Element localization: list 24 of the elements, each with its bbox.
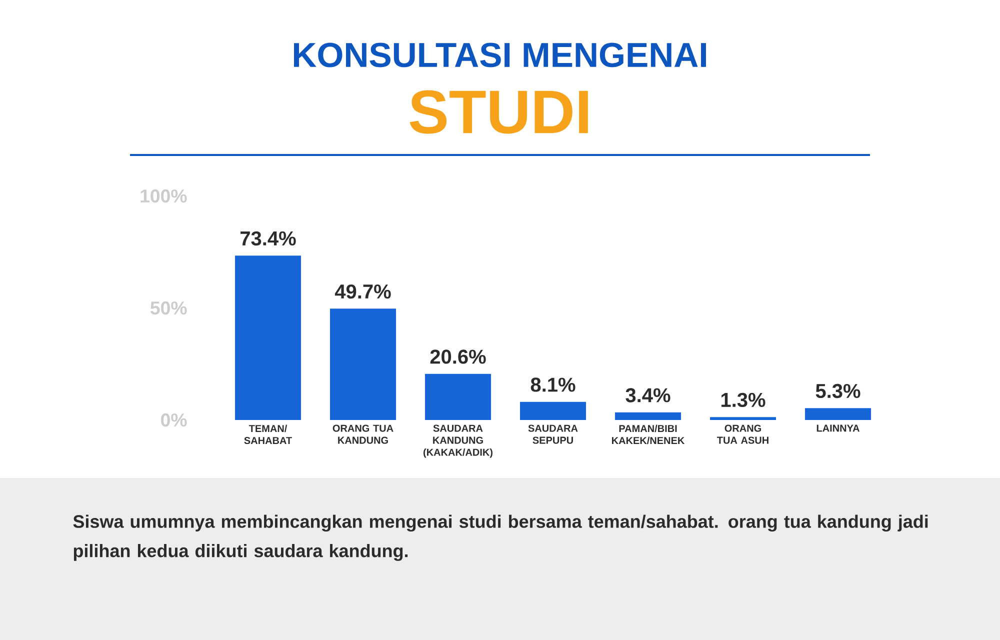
bar [330, 308, 396, 420]
x-tick-label: ORANG TUA KANDUNG [332, 424, 394, 444]
x-tick-label: ORANG TUA ASUH [716, 424, 768, 444]
bar [235, 256, 301, 420]
data-label: 8.1% [530, 378, 576, 392]
data-label: 5.3% [816, 384, 860, 398]
data-label: 3.4% [626, 388, 670, 402]
x-tick-label: PAMAN/BIBI KAKEK/NENEK [612, 424, 685, 444]
data-label: 1.3% [721, 392, 766, 408]
bar [710, 417, 776, 420]
bar [425, 374, 491, 420]
bar [520, 402, 586, 420]
bar [805, 408, 871, 420]
text: Siswa umumnya membincangkan mengenai studi bersama teman/sahabat. orang tua kandung jadi pilihan kedua diikuti saudara kandung. [73, 514, 928, 561]
chart-subtitle: STUDI [410, 90, 588, 134]
x-tick-label: LAINNYA [816, 424, 860, 432]
data-label: 20.6% [430, 350, 486, 364]
x-tick-label: SAUDARA SEPUPU [528, 424, 578, 444]
x-tick-label: SAUDARA KANDUNG (KAKAK/ADIK) [424, 424, 492, 458]
data-label: 49.7% [334, 284, 391, 299]
x-tick-label: TEMAN/ SAHABAT [244, 424, 292, 444]
data-label: 73.4% [240, 231, 296, 246]
bar [615, 412, 681, 420]
chart-title: KONSULTASI MENGENAI [294, 42, 706, 68]
